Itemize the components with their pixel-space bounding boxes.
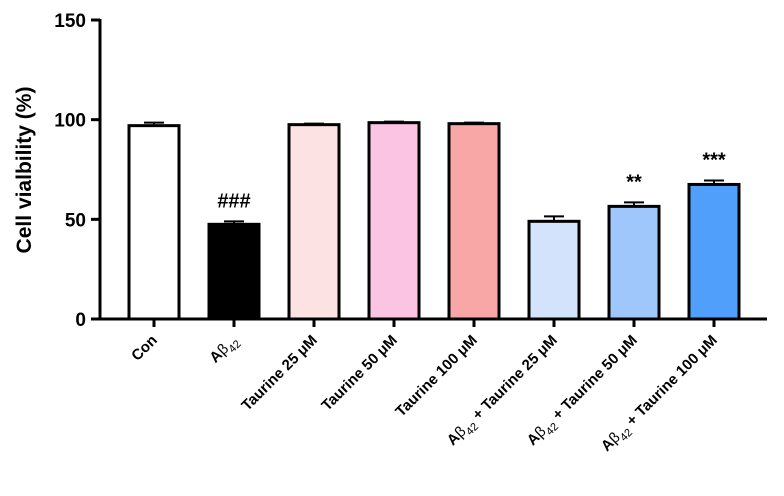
bar [447,122,501,321]
y-axis: 0 50 100 150 [54,11,102,331]
significance-label: ### [217,190,250,212]
category-label: Aβ42 [206,332,243,369]
bar [127,124,181,321]
y-axis-label: Cell vialbility (%) [13,87,36,254]
x-axis [98,317,767,327]
significance-label: ** [626,171,642,193]
y-tick-label: 150 [54,11,86,32]
category-label: Taurine 25 μM [238,332,321,415]
y-tick-label: 0 [75,310,86,331]
category-label: Taurine 50 μM [318,332,401,415]
bars: ###***** [127,120,741,321]
bar [527,219,581,321]
category-label: Con [128,332,161,365]
significance-label: *** [702,149,726,171]
y-tick-label: 100 [54,111,86,132]
bar [287,123,341,321]
bar [607,204,661,321]
bar [207,222,261,321]
y-tick-label: 50 [65,210,86,231]
bar [687,182,741,321]
category-label: Taurine 100 μM [392,332,480,420]
bar [367,121,421,321]
